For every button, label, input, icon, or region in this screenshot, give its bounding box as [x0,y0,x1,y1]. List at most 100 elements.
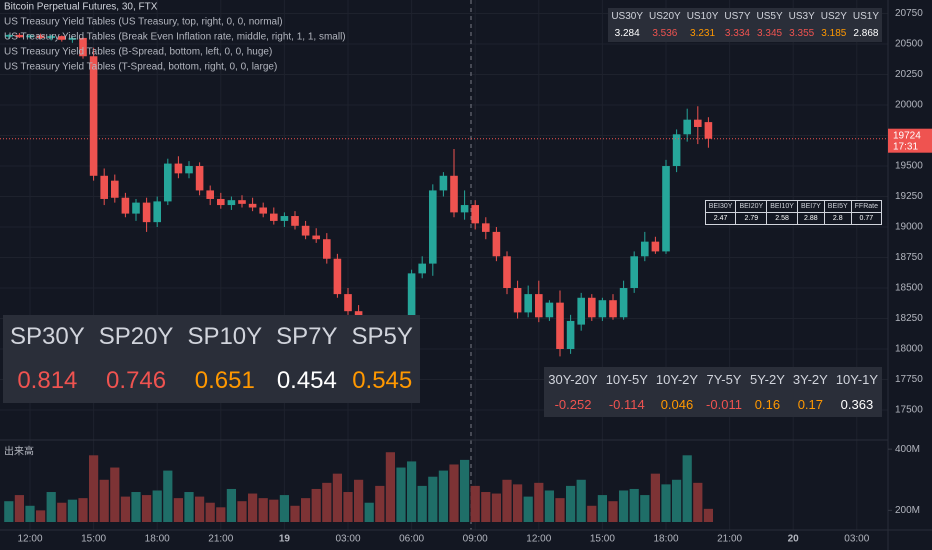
y-tick-label: 18750 [895,252,923,263]
grid [0,0,888,530]
table-header: BEI30Y [704,200,737,213]
table-value: 0.746 [106,367,167,394]
y-tick-label: 18000 [895,344,923,355]
volume-bar [608,501,618,522]
x-tick-label: 06:00 [399,534,424,545]
table-header-row: 30Y-20Y 10Y-5Y 10Y-2Y 7Y-5Y 5Y-2Y 3Y-2Y 10Y-1Y [544,367,882,392]
candle-body [312,235,320,240]
volume-bar [672,479,682,522]
last-price-box [888,128,932,153]
y-tick-label: 20250 [895,69,923,80]
table-value: 3.231 [690,28,716,39]
volume-bar [120,496,130,522]
volume-bar [566,485,576,522]
candle-body [492,231,501,257]
table-value: 3.345 [757,28,783,39]
data-table: 30Y-20Y 10Y-5Y 10Y-2Y 7Y-5Y 5Y-2Y 3Y-2Y 10Y-1Y… [544,367,882,417]
candle-body [556,302,564,349]
candle-body [651,241,660,252]
table-value: 0.16 [754,397,781,412]
volume-bar [407,461,417,522]
x-tick-label: 12:00 [526,534,551,545]
data-table: BEI30Y BEI20Y BEI10Y BEI7Y BEI5Y FFRate 2.47 2.… [704,200,883,225]
table-value: 0.454 [276,367,337,394]
candle-body [26,35,34,38]
candle-body [513,288,522,313]
candle-body [588,297,596,318]
table-value: 3.355 [789,28,815,39]
table-header: BEI20Y [735,200,768,213]
candle-body [153,201,161,223]
y-tick-label: 19500 [895,161,923,172]
table-value: 0.545 [352,367,413,394]
x-tick-label: 03:00 [335,534,360,545]
table-header: BEI10Y [766,200,798,213]
volume-bar [470,485,480,522]
candle-body [598,300,607,318]
candle-body [301,225,310,236]
table-header-row: BEI30Y BEI20Y BEI10Y BEI7Y BEI5Y FFRate [704,200,883,213]
candle-body [704,122,713,139]
candle-body [672,134,681,167]
volume-bar [279,495,289,522]
volume-bar [142,495,152,522]
volume-bar [36,510,46,522]
data-table: US30Y US20Y US10Y US7Y US5Y US3Y US2Y US1Y 3.284… [608,8,882,42]
candle-body [418,263,426,274]
volume-bar [4,501,14,522]
table-value: 0.363 [840,397,874,412]
volume-bar [152,490,162,522]
candle-body [641,241,649,257]
candle-body [503,256,511,289]
candle-body [535,294,543,318]
y-tick-label: 19000 [895,222,923,233]
y-tick-label: 18500 [895,283,923,294]
table-value: 2.79 [735,212,768,225]
candle-body [174,163,183,174]
y-tick-label: 18250 [895,313,923,324]
y-tick-label: 19250 [895,191,923,202]
volume-bar [46,492,56,522]
volume-bar [544,490,554,522]
table-header: SP5Y [351,323,413,350]
x-tick-label: 15:00 [81,534,106,545]
candle-body [270,213,278,221]
candle-body [5,34,13,37]
candle-body [164,163,172,202]
volume-bar [428,476,438,522]
candle-body [429,190,437,264]
volume-bar [173,498,183,522]
table-header: SP30Y [10,323,85,350]
candle-body [132,202,140,214]
table-header: US5Y [756,11,783,22]
table-value: 0.814 [17,367,78,394]
y-tick-label: 17750 [895,374,923,385]
candle-body [609,300,617,318]
table-value: 0.17 [797,397,824,412]
candle-body [238,200,246,204]
indicator-legend: US Treasury Yield Tables (US Treasury, t… [4,17,283,28]
y-tick-label: 17500 [895,405,923,416]
candle-body [185,166,193,174]
table-header: 30Y-20Y [548,372,598,387]
volume-bar [682,455,692,522]
volume-bar [597,495,607,522]
volume-bar [57,502,67,522]
volume-bar [703,508,713,522]
x-tick-label: 19 [279,534,291,545]
volume-bar [619,490,629,522]
y-tick-label: 20750 [895,8,923,19]
candle-body [471,205,479,224]
volume-bar [14,495,24,522]
volume-bar [216,507,226,522]
candle-body [142,202,151,223]
table-value: 2.88 [796,212,825,225]
volume-bar [523,496,533,522]
table-header: 3Y-2Y [792,372,828,387]
x-tick-label: 12:00 [17,534,42,545]
volume-bar [650,473,660,522]
volume-bar [78,498,88,522]
volume-bar [502,479,512,522]
candle-body [545,302,554,318]
volume-bar [237,501,247,522]
